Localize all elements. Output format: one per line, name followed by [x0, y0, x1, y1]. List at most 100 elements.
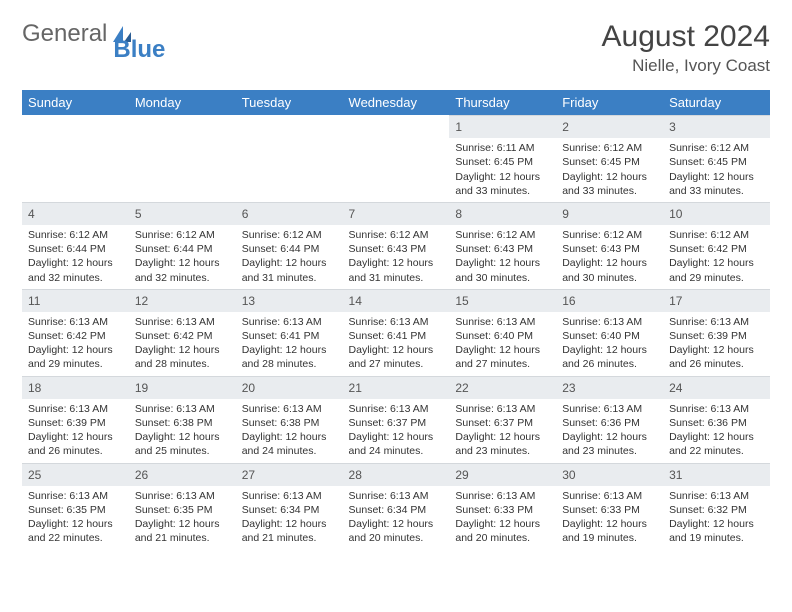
calendar-day-cell: 30Sunrise: 6:13 AMSunset: 6:33 PMDayligh… — [556, 463, 663, 550]
day-number: 3 — [663, 115, 770, 138]
sunset-line: Sunset: 6:44 PM — [28, 242, 123, 256]
calendar-day-cell: 12Sunrise: 6:13 AMSunset: 6:42 PMDayligh… — [129, 289, 236, 376]
day-body: Sunrise: 6:13 AMSunset: 6:33 PMDaylight:… — [449, 486, 556, 550]
daylight-line: Daylight: 12 hours and 19 minutes. — [562, 517, 657, 545]
sunrise-line: Sunrise: 6:13 AM — [455, 489, 550, 503]
sunrise-line: Sunrise: 6:13 AM — [135, 315, 230, 329]
daylight-line: Daylight: 12 hours and 33 minutes. — [669, 170, 764, 198]
calendar-day-cell: 4Sunrise: 6:12 AMSunset: 6:44 PMDaylight… — [22, 202, 129, 289]
sunset-line: Sunset: 6:43 PM — [349, 242, 444, 256]
sunrise-line: Sunrise: 6:13 AM — [562, 489, 657, 503]
calendar-week-row: 4Sunrise: 6:12 AMSunset: 6:44 PMDaylight… — [22, 202, 770, 289]
sunrise-line: Sunrise: 6:13 AM — [28, 402, 123, 416]
calendar-day-cell: 26Sunrise: 6:13 AMSunset: 6:35 PMDayligh… — [129, 463, 236, 550]
calendar-day-cell: 31Sunrise: 6:13 AMSunset: 6:32 PMDayligh… — [663, 463, 770, 550]
sunrise-line: Sunrise: 6:12 AM — [349, 228, 444, 242]
daylight-line: Daylight: 12 hours and 23 minutes. — [562, 430, 657, 458]
sunset-line: Sunset: 6:39 PM — [28, 416, 123, 430]
sunrise-line: Sunrise: 6:13 AM — [562, 315, 657, 329]
day-number: 4 — [22, 202, 129, 225]
weekday-header: Thursday — [449, 90, 556, 115]
day-number: 17 — [663, 289, 770, 312]
day-body: Sunrise: 6:13 AMSunset: 6:41 PMDaylight:… — [343, 312, 450, 376]
calendar-day-cell: 21Sunrise: 6:13 AMSunset: 6:37 PMDayligh… — [343, 376, 450, 463]
day-number: 22 — [449, 376, 556, 399]
sunrise-line: Sunrise: 6:13 AM — [349, 315, 444, 329]
day-number: 1 — [449, 115, 556, 138]
calendar-day-cell: 13Sunrise: 6:13 AMSunset: 6:41 PMDayligh… — [236, 289, 343, 376]
sunrise-line: Sunrise: 6:12 AM — [28, 228, 123, 242]
day-body: Sunrise: 6:12 AMSunset: 6:43 PMDaylight:… — [449, 225, 556, 289]
day-body: Sunrise: 6:13 AMSunset: 6:39 PMDaylight:… — [22, 399, 129, 463]
calendar-day-cell — [343, 115, 450, 202]
day-number: 14 — [343, 289, 450, 312]
day-number: 18 — [22, 376, 129, 399]
sunrise-line: Sunrise: 6:12 AM — [562, 141, 657, 155]
sunrise-line: Sunrise: 6:13 AM — [28, 315, 123, 329]
calendar-body: 1Sunrise: 6:11 AMSunset: 6:45 PMDaylight… — [22, 115, 770, 549]
day-body: Sunrise: 6:12 AMSunset: 6:43 PMDaylight:… — [343, 225, 450, 289]
daylight-line: Daylight: 12 hours and 30 minutes. — [562, 256, 657, 284]
calendar-day-cell: 23Sunrise: 6:13 AMSunset: 6:36 PMDayligh… — [556, 376, 663, 463]
calendar-day-cell: 29Sunrise: 6:13 AMSunset: 6:33 PMDayligh… — [449, 463, 556, 550]
day-body: Sunrise: 6:12 AMSunset: 6:45 PMDaylight:… — [556, 138, 663, 202]
weekday-header: Friday — [556, 90, 663, 115]
sunset-line: Sunset: 6:36 PM — [562, 416, 657, 430]
sunset-line: Sunset: 6:42 PM — [135, 329, 230, 343]
day-body: Sunrise: 6:13 AMSunset: 6:36 PMDaylight:… — [663, 399, 770, 463]
day-body: Sunrise: 6:13 AMSunset: 6:37 PMDaylight:… — [343, 399, 450, 463]
daylight-line: Daylight: 12 hours and 26 minutes. — [562, 343, 657, 371]
sunset-line: Sunset: 6:40 PM — [455, 329, 550, 343]
sunset-line: Sunset: 6:34 PM — [242, 503, 337, 517]
day-number: 11 — [22, 289, 129, 312]
calendar-week-row: 11Sunrise: 6:13 AMSunset: 6:42 PMDayligh… — [22, 289, 770, 376]
daylight-line: Daylight: 12 hours and 24 minutes. — [242, 430, 337, 458]
day-number: 27 — [236, 463, 343, 486]
sunset-line: Sunset: 6:36 PM — [669, 416, 764, 430]
sunset-line: Sunset: 6:38 PM — [135, 416, 230, 430]
calendar-day-cell: 7Sunrise: 6:12 AMSunset: 6:43 PMDaylight… — [343, 202, 450, 289]
day-body: Sunrise: 6:11 AMSunset: 6:45 PMDaylight:… — [449, 138, 556, 202]
sunrise-line: Sunrise: 6:13 AM — [349, 402, 444, 416]
calendar-week-row: 18Sunrise: 6:13 AMSunset: 6:39 PMDayligh… — [22, 376, 770, 463]
sunset-line: Sunset: 6:39 PM — [669, 329, 764, 343]
sunset-line: Sunset: 6:35 PM — [135, 503, 230, 517]
sunrise-line: Sunrise: 6:12 AM — [242, 228, 337, 242]
sunrise-line: Sunrise: 6:13 AM — [242, 315, 337, 329]
day-body: Sunrise: 6:13 AMSunset: 6:39 PMDaylight:… — [663, 312, 770, 376]
calendar-day-cell: 20Sunrise: 6:13 AMSunset: 6:38 PMDayligh… — [236, 376, 343, 463]
calendar-day-cell: 2Sunrise: 6:12 AMSunset: 6:45 PMDaylight… — [556, 115, 663, 202]
sunrise-line: Sunrise: 6:13 AM — [135, 402, 230, 416]
daylight-line: Daylight: 12 hours and 30 minutes. — [455, 256, 550, 284]
sunrise-line: Sunrise: 6:13 AM — [242, 402, 337, 416]
day-body: Sunrise: 6:13 AMSunset: 6:42 PMDaylight:… — [129, 312, 236, 376]
day-number: 29 — [449, 463, 556, 486]
calendar-day-cell: 11Sunrise: 6:13 AMSunset: 6:42 PMDayligh… — [22, 289, 129, 376]
day-number: 25 — [22, 463, 129, 486]
day-number: 26 — [129, 463, 236, 486]
sunset-line: Sunset: 6:40 PM — [562, 329, 657, 343]
sunrise-line: Sunrise: 6:12 AM — [135, 228, 230, 242]
sunrise-line: Sunrise: 6:12 AM — [455, 228, 550, 242]
title-block: August 2024 Nielle, Ivory Coast — [602, 20, 770, 76]
weekday-header: Sunday — [22, 90, 129, 115]
daylight-line: Daylight: 12 hours and 28 minutes. — [242, 343, 337, 371]
daylight-line: Daylight: 12 hours and 28 minutes. — [135, 343, 230, 371]
day-number: 24 — [663, 376, 770, 399]
sunset-line: Sunset: 6:43 PM — [562, 242, 657, 256]
logo: General Blue — [22, 20, 165, 48]
day-number: 2 — [556, 115, 663, 138]
calendar-day-cell: 24Sunrise: 6:13 AMSunset: 6:36 PMDayligh… — [663, 376, 770, 463]
calendar-day-cell: 17Sunrise: 6:13 AMSunset: 6:39 PMDayligh… — [663, 289, 770, 376]
day-number: 13 — [236, 289, 343, 312]
day-number: 15 — [449, 289, 556, 312]
sunrise-line: Sunrise: 6:13 AM — [669, 315, 764, 329]
sunset-line: Sunset: 6:42 PM — [669, 242, 764, 256]
daylight-line: Daylight: 12 hours and 32 minutes. — [135, 256, 230, 284]
day-body: Sunrise: 6:12 AMSunset: 6:43 PMDaylight:… — [556, 225, 663, 289]
day-body: Sunrise: 6:13 AMSunset: 6:35 PMDaylight:… — [129, 486, 236, 550]
sunrise-line: Sunrise: 6:13 AM — [242, 489, 337, 503]
month-title: August 2024 — [602, 20, 770, 54]
day-number: 7 — [343, 202, 450, 225]
calendar-day-cell: 25Sunrise: 6:13 AMSunset: 6:35 PMDayligh… — [22, 463, 129, 550]
